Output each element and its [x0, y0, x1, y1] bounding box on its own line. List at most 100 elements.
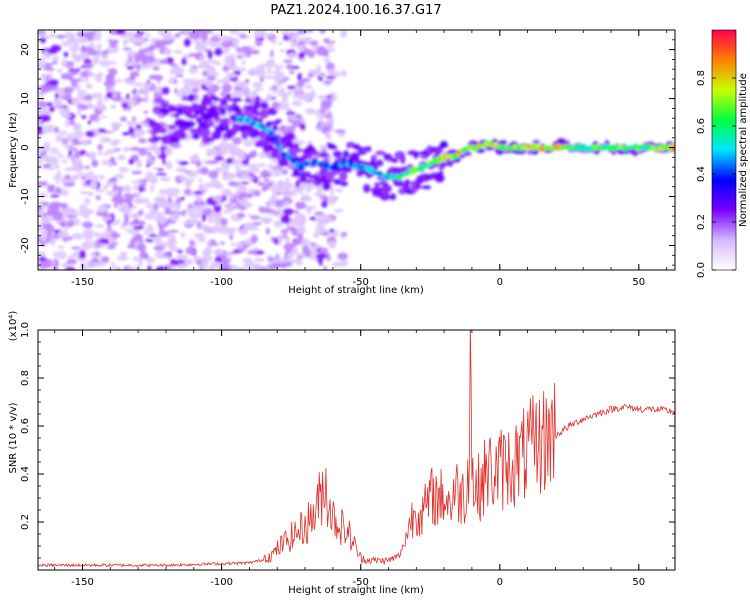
spectrogram-cell	[183, 120, 196, 128]
snr-frame	[37, 329, 676, 571]
spectrogram-cell	[188, 68, 199, 74]
spectrogram-cell	[296, 147, 303, 154]
spectrogram-cell	[124, 78, 136, 85]
spectrogram-cell	[213, 204, 222, 213]
spectrogram-cell	[57, 230, 69, 238]
spectrogram-frame	[37, 29, 676, 271]
spectrogram-cell	[273, 220, 284, 228]
spectrogram-cell	[147, 50, 154, 56]
spectrogram-cell	[326, 253, 331, 262]
spectrogram-cell	[120, 223, 126, 230]
spectrogram-cell	[41, 260, 53, 269]
spectrogram-cell	[199, 40, 207, 48]
spectrogram-cell	[155, 218, 163, 223]
spectrogram-cell	[293, 239, 303, 245]
spectrogram-cell	[198, 235, 204, 242]
spectrogram-cell	[153, 234, 162, 244]
spectrogram-cell	[317, 45, 326, 52]
spectrogram-cell	[101, 159, 111, 166]
spectrogram-cell	[205, 137, 215, 142]
spectrogram-cell	[66, 259, 78, 265]
spectrogram-cell	[208, 170, 219, 179]
spectrogram-cell	[252, 189, 262, 197]
spectrogram-cell	[55, 134, 63, 143]
spectrogram-cell	[229, 181, 240, 186]
spectrogram-cell	[71, 232, 84, 240]
spectrogram-cell	[132, 82, 145, 87]
spectrogram-cell	[49, 194, 60, 198]
spectrogram-cell	[406, 163, 414, 169]
spectrogram-cell	[94, 260, 106, 267]
spectrogram-cell	[65, 155, 75, 159]
spectrogram-cell	[116, 255, 129, 261]
spectrogram-cell	[293, 209, 299, 214]
spectrogram-cell	[132, 184, 140, 191]
spectrogram-cell	[257, 163, 266, 168]
spectrogram-cell	[38, 100, 47, 109]
spectrogram-cell	[248, 163, 258, 170]
spectrogram-cell	[243, 240, 251, 245]
spectrogram-cell	[65, 215, 78, 219]
spectrogram-cell	[288, 90, 293, 96]
spectrogram-cell	[233, 70, 240, 74]
spectrogram-cell	[210, 84, 220, 92]
spectrogram-cell	[563, 139, 571, 146]
spectrogram-cell	[318, 213, 328, 218]
spectrogram-cell	[45, 101, 53, 107]
spectrogram-cell	[389, 192, 397, 201]
spectrogram-cell	[282, 59, 293, 64]
spectrogram-cell	[47, 67, 55, 72]
spectrogram-cell	[121, 131, 130, 137]
spectrogram-cell	[333, 209, 344, 213]
spectrogram-cell	[93, 246, 98, 250]
spectrogram-cell	[284, 261, 293, 268]
spectrogram-cell	[319, 117, 324, 126]
spectrogram-cell	[138, 37, 144, 44]
spectrogram-cell	[285, 63, 294, 70]
spectrogram-cell	[275, 199, 283, 208]
spectrogram-cell	[134, 258, 143, 262]
spectrogram-cell	[49, 44, 62, 53]
spectrogram-cell	[208, 148, 220, 157]
spectrogram-cell	[206, 240, 211, 247]
spectrogram-cell	[81, 46, 86, 51]
spectrogram-cell	[149, 184, 155, 192]
spectrogram-cell	[56, 250, 67, 260]
spectrogram-cell	[292, 101, 303, 107]
spectrogram-cell	[213, 248, 224, 256]
spectrogram-cell	[215, 79, 226, 84]
spectrogram-cell	[391, 157, 399, 164]
spectrogram-cell	[77, 107, 82, 117]
spectrogram-cell	[56, 170, 62, 177]
spectrogram-cell	[232, 44, 239, 50]
spectrogram-cell	[94, 174, 99, 180]
spectrogram-cell	[61, 58, 68, 68]
spectrogram-cell	[280, 228, 289, 235]
spectrogram-cell	[80, 55, 90, 59]
spectrogram-cell	[320, 232, 330, 237]
spectrogram-cell	[82, 221, 94, 229]
snr-x-axis-label: Height of straight line (km)	[288, 585, 424, 596]
spectrogram-cell	[95, 238, 101, 247]
spectrogram-cell	[393, 183, 406, 187]
spectrogram-cell	[48, 78, 60, 86]
spectrogram-cell	[349, 151, 361, 162]
spectrogram-cell	[220, 241, 225, 246]
spectrogram-cell	[310, 243, 317, 247]
spectrogram-cell	[211, 110, 220, 120]
spectrogram-cell	[195, 159, 202, 168]
colorbar-ticks: 0.0 0.2 0.4 0.6 0.8	[696, 70, 736, 278]
spectrogram-cell	[39, 36, 47, 44]
spectrogram-cell	[332, 150, 343, 158]
spectrogram-cell	[365, 174, 373, 179]
spectrogram-cell	[73, 174, 79, 180]
spectrogram-cell	[200, 166, 209, 175]
spectrogram-cell	[285, 177, 291, 182]
spectrogram-cell	[229, 143, 237, 153]
spectrogram-cell	[118, 173, 124, 180]
spectrogram-cell	[115, 266, 121, 270]
spectrogram-cell	[225, 204, 231, 210]
spectrogram-cell	[214, 47, 223, 57]
spectrogram-cell	[89, 42, 96, 49]
spectrogram-cell	[145, 33, 151, 37]
